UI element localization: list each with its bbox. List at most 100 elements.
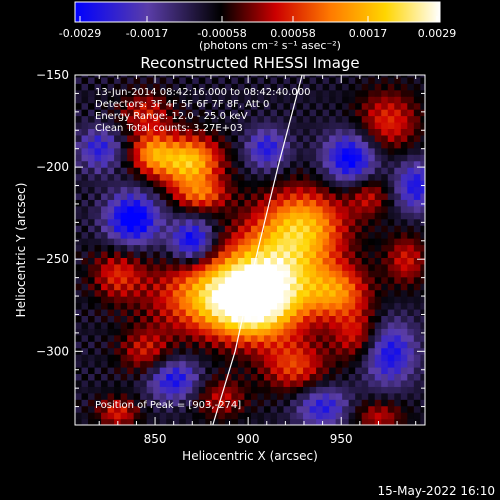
heatmap-cell — [374, 379, 382, 387]
heatmap-cell — [407, 75, 415, 78]
heatmap-cell — [120, 276, 128, 284]
heatmap-cell — [185, 257, 193, 265]
heatmap-cell — [355, 76, 363, 84]
heatmap-cell — [290, 76, 298, 84]
heatmap-cell — [94, 276, 102, 284]
heatmap-cell — [250, 89, 259, 97]
heatmap-cell — [342, 89, 350, 97]
heatmap-cell — [88, 334, 96, 342]
heatmap-cell — [407, 96, 415, 104]
heatmap-cell — [198, 76, 206, 84]
heatmap-cell — [322, 373, 330, 381]
heatmap-cell — [322, 418, 330, 425]
heatmap-cell — [290, 257, 298, 265]
heatmap-cell — [322, 199, 330, 207]
heatmap-cell — [94, 244, 102, 252]
heatmap-cell — [75, 115, 83, 123]
heatmap-cell — [387, 392, 395, 400]
heatmap-cell — [263, 128, 272, 136]
heatmap-cell — [270, 231, 278, 239]
heatmap-cell — [290, 186, 298, 194]
heatmap-cell — [218, 225, 226, 233]
heatmap-cell — [270, 238, 278, 246]
heatmap-cell — [146, 341, 154, 349]
heatmap-cell — [205, 276, 213, 284]
heatmap-cell — [316, 412, 324, 420]
heatmap-cell — [329, 257, 337, 265]
heatmap-cell — [101, 354, 109, 362]
heatmap-cell — [316, 199, 324, 207]
heatmap-cell — [218, 89, 226, 97]
heatmap-cell — [381, 192, 389, 200]
heatmap-cell — [166, 276, 174, 284]
heatmap-cell — [192, 379, 200, 387]
heatmap-cell — [270, 141, 278, 149]
heatmap-cell — [114, 212, 122, 220]
heatmap-cell — [198, 89, 206, 97]
heatmap-cell — [283, 283, 291, 291]
heatmap-cell — [198, 199, 206, 207]
heatmap-cell — [120, 167, 128, 175]
heatmap-cell — [270, 225, 278, 233]
heatmap-cell — [224, 347, 232, 355]
heatmap-cell — [413, 366, 421, 375]
heatmap-cell — [107, 321, 115, 329]
heatmap-cell — [166, 283, 174, 291]
heatmap-cell — [179, 244, 187, 252]
heatmap-cell — [153, 418, 161, 425]
heatmap-cell — [205, 147, 213, 155]
heatmap-cell — [75, 334, 83, 342]
heatmap-cell — [348, 121, 356, 130]
heatmap-cell — [348, 102, 356, 110]
heatmap-cell — [322, 392, 330, 400]
heatmap-cell — [153, 147, 161, 155]
heatmap-cell — [146, 354, 154, 362]
heatmap-cell — [276, 308, 285, 316]
heatmap-cell — [205, 289, 213, 297]
heatmap-cell — [185, 250, 193, 258]
heatmap-cell — [166, 360, 174, 368]
heatmap-cell — [420, 399, 425, 407]
heatmap-cell — [250, 160, 259, 168]
heatmap-cell — [342, 167, 350, 175]
heatmap-cell — [387, 96, 395, 104]
heatmap-cell — [316, 109, 324, 117]
heatmap-cell — [257, 76, 265, 84]
heatmap-cell — [133, 392, 141, 400]
heatmap-cell — [335, 205, 343, 213]
heatmap-cell — [381, 347, 389, 355]
heatmap-cell — [127, 141, 135, 149]
heatmap-cell — [172, 109, 180, 117]
heatmap-cell — [263, 231, 272, 239]
heatmap-cell — [218, 405, 226, 413]
heatmap-cell — [166, 399, 174, 407]
heatmap-cell — [263, 321, 272, 329]
heatmap-cell — [361, 392, 369, 400]
heatmap-cell — [400, 315, 408, 323]
heatmap-cell — [309, 115, 317, 123]
heatmap-cell — [342, 360, 350, 368]
heatmap-cell — [198, 115, 206, 123]
heatmap-cell — [407, 186, 415, 194]
heatmap-cell — [205, 205, 213, 213]
heatmap-cell — [329, 231, 337, 239]
heatmap-cell — [342, 379, 350, 387]
heatmap-cell — [101, 134, 109, 142]
heatmap-cell — [166, 115, 174, 123]
heatmap-cell — [146, 115, 154, 123]
heatmap-cell — [296, 167, 304, 175]
heatmap-cell — [185, 405, 193, 413]
heatmap-cell — [329, 180, 337, 188]
heatmap-cell — [400, 418, 408, 425]
heatmap-cell — [218, 141, 226, 149]
heatmap-cell — [231, 373, 239, 381]
heatmap-cell — [179, 341, 187, 349]
heatmap-cell — [387, 250, 395, 258]
heatmap-cell — [290, 75, 298, 78]
heatmap-cell — [348, 128, 356, 136]
heatmap-cell — [81, 373, 89, 381]
heatmap-cell — [381, 296, 389, 304]
heatmap-cell — [198, 141, 206, 149]
heatmap-cell — [192, 308, 200, 316]
heatmap-cell — [140, 366, 148, 375]
